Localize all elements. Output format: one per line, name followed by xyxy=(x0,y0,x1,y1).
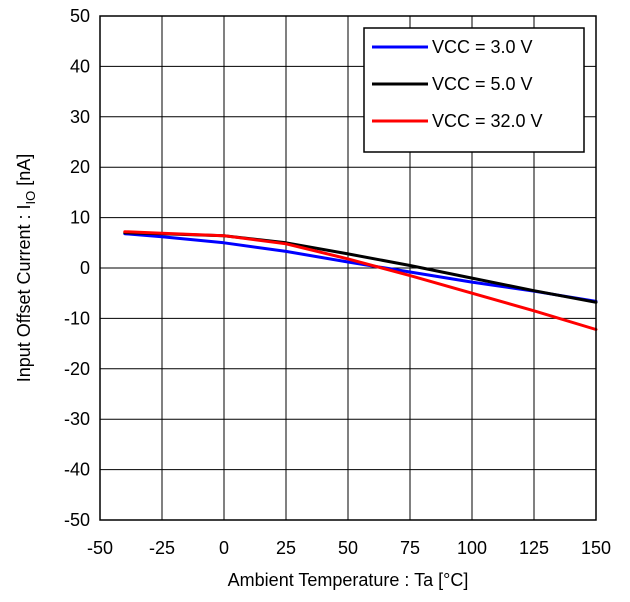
x-tick-label: -50 xyxy=(87,538,113,558)
y-axis-label-subscript: IO xyxy=(23,191,38,205)
x-tick-label: 125 xyxy=(519,538,549,558)
series-line-3 xyxy=(123,230,598,331)
y-tick-label: 20 xyxy=(70,157,90,177)
y-tick-label: -40 xyxy=(64,460,90,480)
y-tick-label: 0 xyxy=(80,258,90,278)
x-tick-label: 150 xyxy=(581,538,611,558)
x-tick-label: 50 xyxy=(338,538,358,558)
legend-label: VCC = 32.0 V xyxy=(432,111,543,131)
legend: VCC = 3.0 V VCC = 5.0 V VCC = 32.0 V xyxy=(363,27,585,153)
x-tick-label: 25 xyxy=(276,538,296,558)
y-tick-label: 40 xyxy=(70,56,90,76)
x-tick-label: 75 xyxy=(400,538,420,558)
legend-label: VCC = 3.0 V xyxy=(432,37,533,57)
y-tick-label: -30 xyxy=(64,409,90,429)
series-line-1 xyxy=(123,232,598,303)
y-tick-label: -20 xyxy=(64,359,90,379)
y-axis-ticks: -50 -40 -30 -20 -10 0 10 20 30 40 50 xyxy=(64,6,90,530)
y-tick-label: -10 xyxy=(64,308,90,328)
legend-label: VCC = 5.0 V xyxy=(432,74,533,94)
y-tick-label: 10 xyxy=(70,208,90,228)
x-tick-label: 100 xyxy=(457,538,487,558)
y-tick-label: 50 xyxy=(70,6,90,26)
x-axis-ticks: -50 -25 0 25 50 75 100 125 150 xyxy=(87,538,611,558)
y-axis-label-prefix: Input Offset Current : I xyxy=(14,205,34,383)
x-tick-label: 0 xyxy=(219,538,229,558)
plot-frame xyxy=(99,15,597,521)
x-axis-label: Ambient Temperature : Ta [°C] xyxy=(228,570,469,590)
y-tick-label: 30 xyxy=(70,107,90,127)
x-tick-label: -25 xyxy=(149,538,175,558)
legend-box xyxy=(363,27,585,153)
plot-area xyxy=(123,230,598,331)
y-axis-label-suffix: [nA] xyxy=(14,154,34,191)
y-axis-label: Input Offset Current : IIO [nA] xyxy=(14,154,38,383)
y-tick-label: -50 xyxy=(64,510,90,530)
